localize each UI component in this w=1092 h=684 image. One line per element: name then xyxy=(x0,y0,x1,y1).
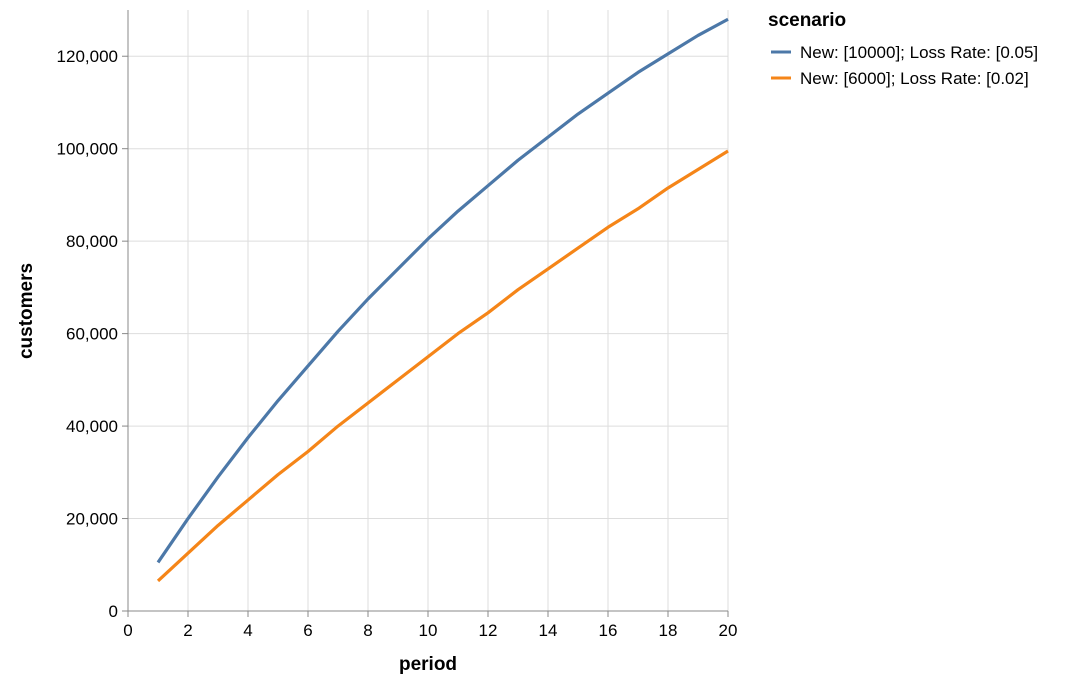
y-tick-label: 80,000 xyxy=(66,232,118,251)
series-lines xyxy=(156,17,729,583)
legend-label-1: New: [10000]; Loss Rate: [0.05] xyxy=(800,43,1038,62)
series-line-2 xyxy=(156,149,729,583)
x-axis-title: period xyxy=(399,654,457,675)
legend: scenario New: [10000]; Loss Rate: [0.05]… xyxy=(768,10,1038,88)
x-tick-label: 10 xyxy=(419,621,438,640)
y-tick-label: 60,000 xyxy=(66,325,118,344)
x-tick-label: 20 xyxy=(719,621,738,640)
x-tick-label: 0 xyxy=(123,621,132,640)
x-tick-label: 4 xyxy=(243,621,252,640)
x-tick-label: 6 xyxy=(303,621,312,640)
grid xyxy=(127,10,729,612)
x-tick-label: 18 xyxy=(659,621,678,640)
y-tick-label: 0 xyxy=(109,602,118,621)
y-tick-label: 120,000 xyxy=(57,47,118,66)
x-tick-label: 14 xyxy=(539,621,558,640)
x-axis: 0 2 4 6 8 10 12 14 16 18 20 xyxy=(123,610,738,640)
y-axis: 0 20,000 40,000 60,000 80,000 100,000 120,000 xyxy=(57,10,129,621)
x-tick-label: 8 xyxy=(363,621,372,640)
series-line-1 xyxy=(156,17,729,564)
y-tick-label: 100,000 xyxy=(57,140,118,159)
x-tick-label: 12 xyxy=(479,621,498,640)
legend-label-2: New: [6000]; Loss Rate: [0.02] xyxy=(800,69,1029,88)
legend-title: scenario xyxy=(768,10,846,31)
x-tick-label: 2 xyxy=(183,621,192,640)
y-axis-title: customers xyxy=(16,263,37,359)
y-tick-label: 40,000 xyxy=(66,417,118,436)
x-tick-label: 16 xyxy=(599,621,618,640)
y-tick-label: 20,000 xyxy=(66,510,118,529)
